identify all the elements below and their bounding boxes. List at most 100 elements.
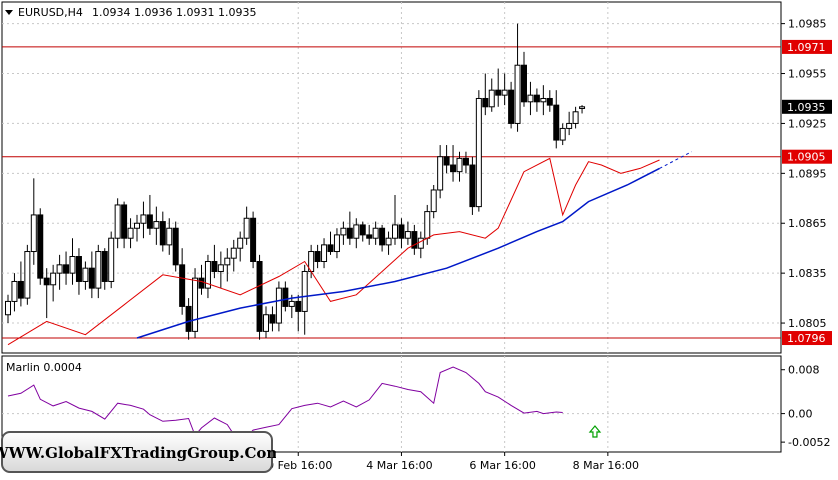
grid (1, 1, 782, 453)
oscillator-tick-label: 0.008 (788, 364, 820, 377)
candle (553, 90, 560, 149)
symbol-timeframe-label: EURUSD,H4 (18, 6, 83, 19)
candle (527, 81, 534, 116)
candle (256, 254, 263, 340)
candle (521, 51, 527, 107)
candle (333, 228, 340, 259)
candle (295, 294, 302, 332)
candle (353, 218, 360, 249)
chart-header: EURUSD,H4 1.0934 1.0936 1.0931 1.0935 Ma… (5, 6, 256, 374)
candle (559, 123, 566, 146)
candle-body (353, 224, 360, 239)
candle (50, 264, 57, 302)
candle (462, 151, 469, 174)
candle (75, 248, 82, 295)
candle-body (404, 231, 411, 239)
candle (224, 248, 231, 282)
price-axis[interactable]: 1.0985 1.0955 1.0925 1.0895 1.0865 1.0835 1.08… (781, 18, 827, 330)
candle (340, 221, 347, 245)
candle-body (69, 256, 76, 274)
candle-body (346, 227, 353, 239)
candle-body (424, 211, 431, 239)
price-tick-label: 1.0865 (788, 217, 827, 230)
candle (321, 238, 328, 269)
candle-body (95, 251, 102, 289)
candle (250, 211, 257, 269)
candle (398, 218, 405, 249)
candle-body (198, 277, 205, 289)
candle-body (456, 157, 463, 173)
candle (475, 90, 482, 212)
candle (243, 206, 250, 245)
candle (385, 231, 392, 255)
candle-body (553, 104, 560, 141)
price-tick-label: 1.0895 (788, 167, 827, 180)
candle (566, 111, 573, 136)
candle-body (417, 237, 424, 249)
candle (482, 73, 489, 116)
dropdown-triangle-icon[interactable] (5, 10, 13, 15)
candle-body (437, 156, 444, 191)
candle-body (314, 251, 321, 263)
candle-body (301, 270, 308, 312)
candle (237, 231, 244, 262)
candles (5, 23, 586, 340)
candle-body (5, 300, 11, 316)
candle (579, 105, 586, 114)
level-badge (782, 331, 832, 346)
candle (24, 244, 31, 305)
candle-body (166, 227, 173, 246)
candle-body (204, 261, 211, 289)
blue-moving-average (136, 167, 660, 339)
candle (127, 218, 134, 249)
candle (88, 251, 95, 299)
candle-body (250, 217, 257, 263)
candle (217, 251, 224, 289)
price-levels[interactable]: 1.0971 1.0905 1.0796 1.0935 (2, 39, 832, 346)
candle (146, 194, 153, 235)
candle-body (488, 89, 495, 108)
candle-body (379, 227, 386, 246)
candle (366, 224, 373, 245)
candle-body (321, 244, 328, 263)
candle (63, 251, 70, 285)
candle-body (501, 89, 508, 96)
candle (17, 261, 24, 307)
candle (211, 244, 218, 279)
price-tick-label: 1.0985 (788, 18, 827, 31)
candle (450, 145, 457, 182)
candle (37, 208, 44, 285)
candle-body (63, 264, 70, 274)
candle-body (17, 280, 24, 299)
candle (30, 178, 37, 265)
candle (198, 264, 205, 295)
candle (501, 73, 508, 106)
candle-body (282, 287, 289, 307)
time-axis[interactable]: 29 Feb 16:00 4 Mar 16:00 6 Mar 16:00 8 Mar … (260, 452, 639, 472)
candle-body (237, 237, 244, 249)
candle-body (398, 224, 405, 239)
candle (456, 151, 463, 182)
time-tick-label: 6 Mar 16:00 (469, 459, 535, 472)
candle-body (211, 261, 218, 272)
candle (179, 248, 186, 315)
candle (443, 145, 450, 174)
candle (101, 248, 108, 290)
candle (495, 68, 502, 107)
price-tick-label: 1.0805 (788, 317, 827, 330)
candle-body (508, 89, 515, 124)
candle (192, 268, 199, 339)
price-tick-label: 1.0925 (788, 117, 827, 130)
candle (327, 231, 334, 255)
candle-body (101, 251, 108, 282)
indicator-label: Marlin 0.0004 (6, 361, 82, 374)
candle (514, 23, 521, 132)
level-badge (782, 149, 832, 164)
candle-body (462, 157, 469, 166)
candle (540, 85, 547, 116)
level-badge (782, 39, 832, 54)
candle-body (572, 111, 579, 124)
candle (533, 88, 540, 112)
candle-body (153, 221, 160, 229)
